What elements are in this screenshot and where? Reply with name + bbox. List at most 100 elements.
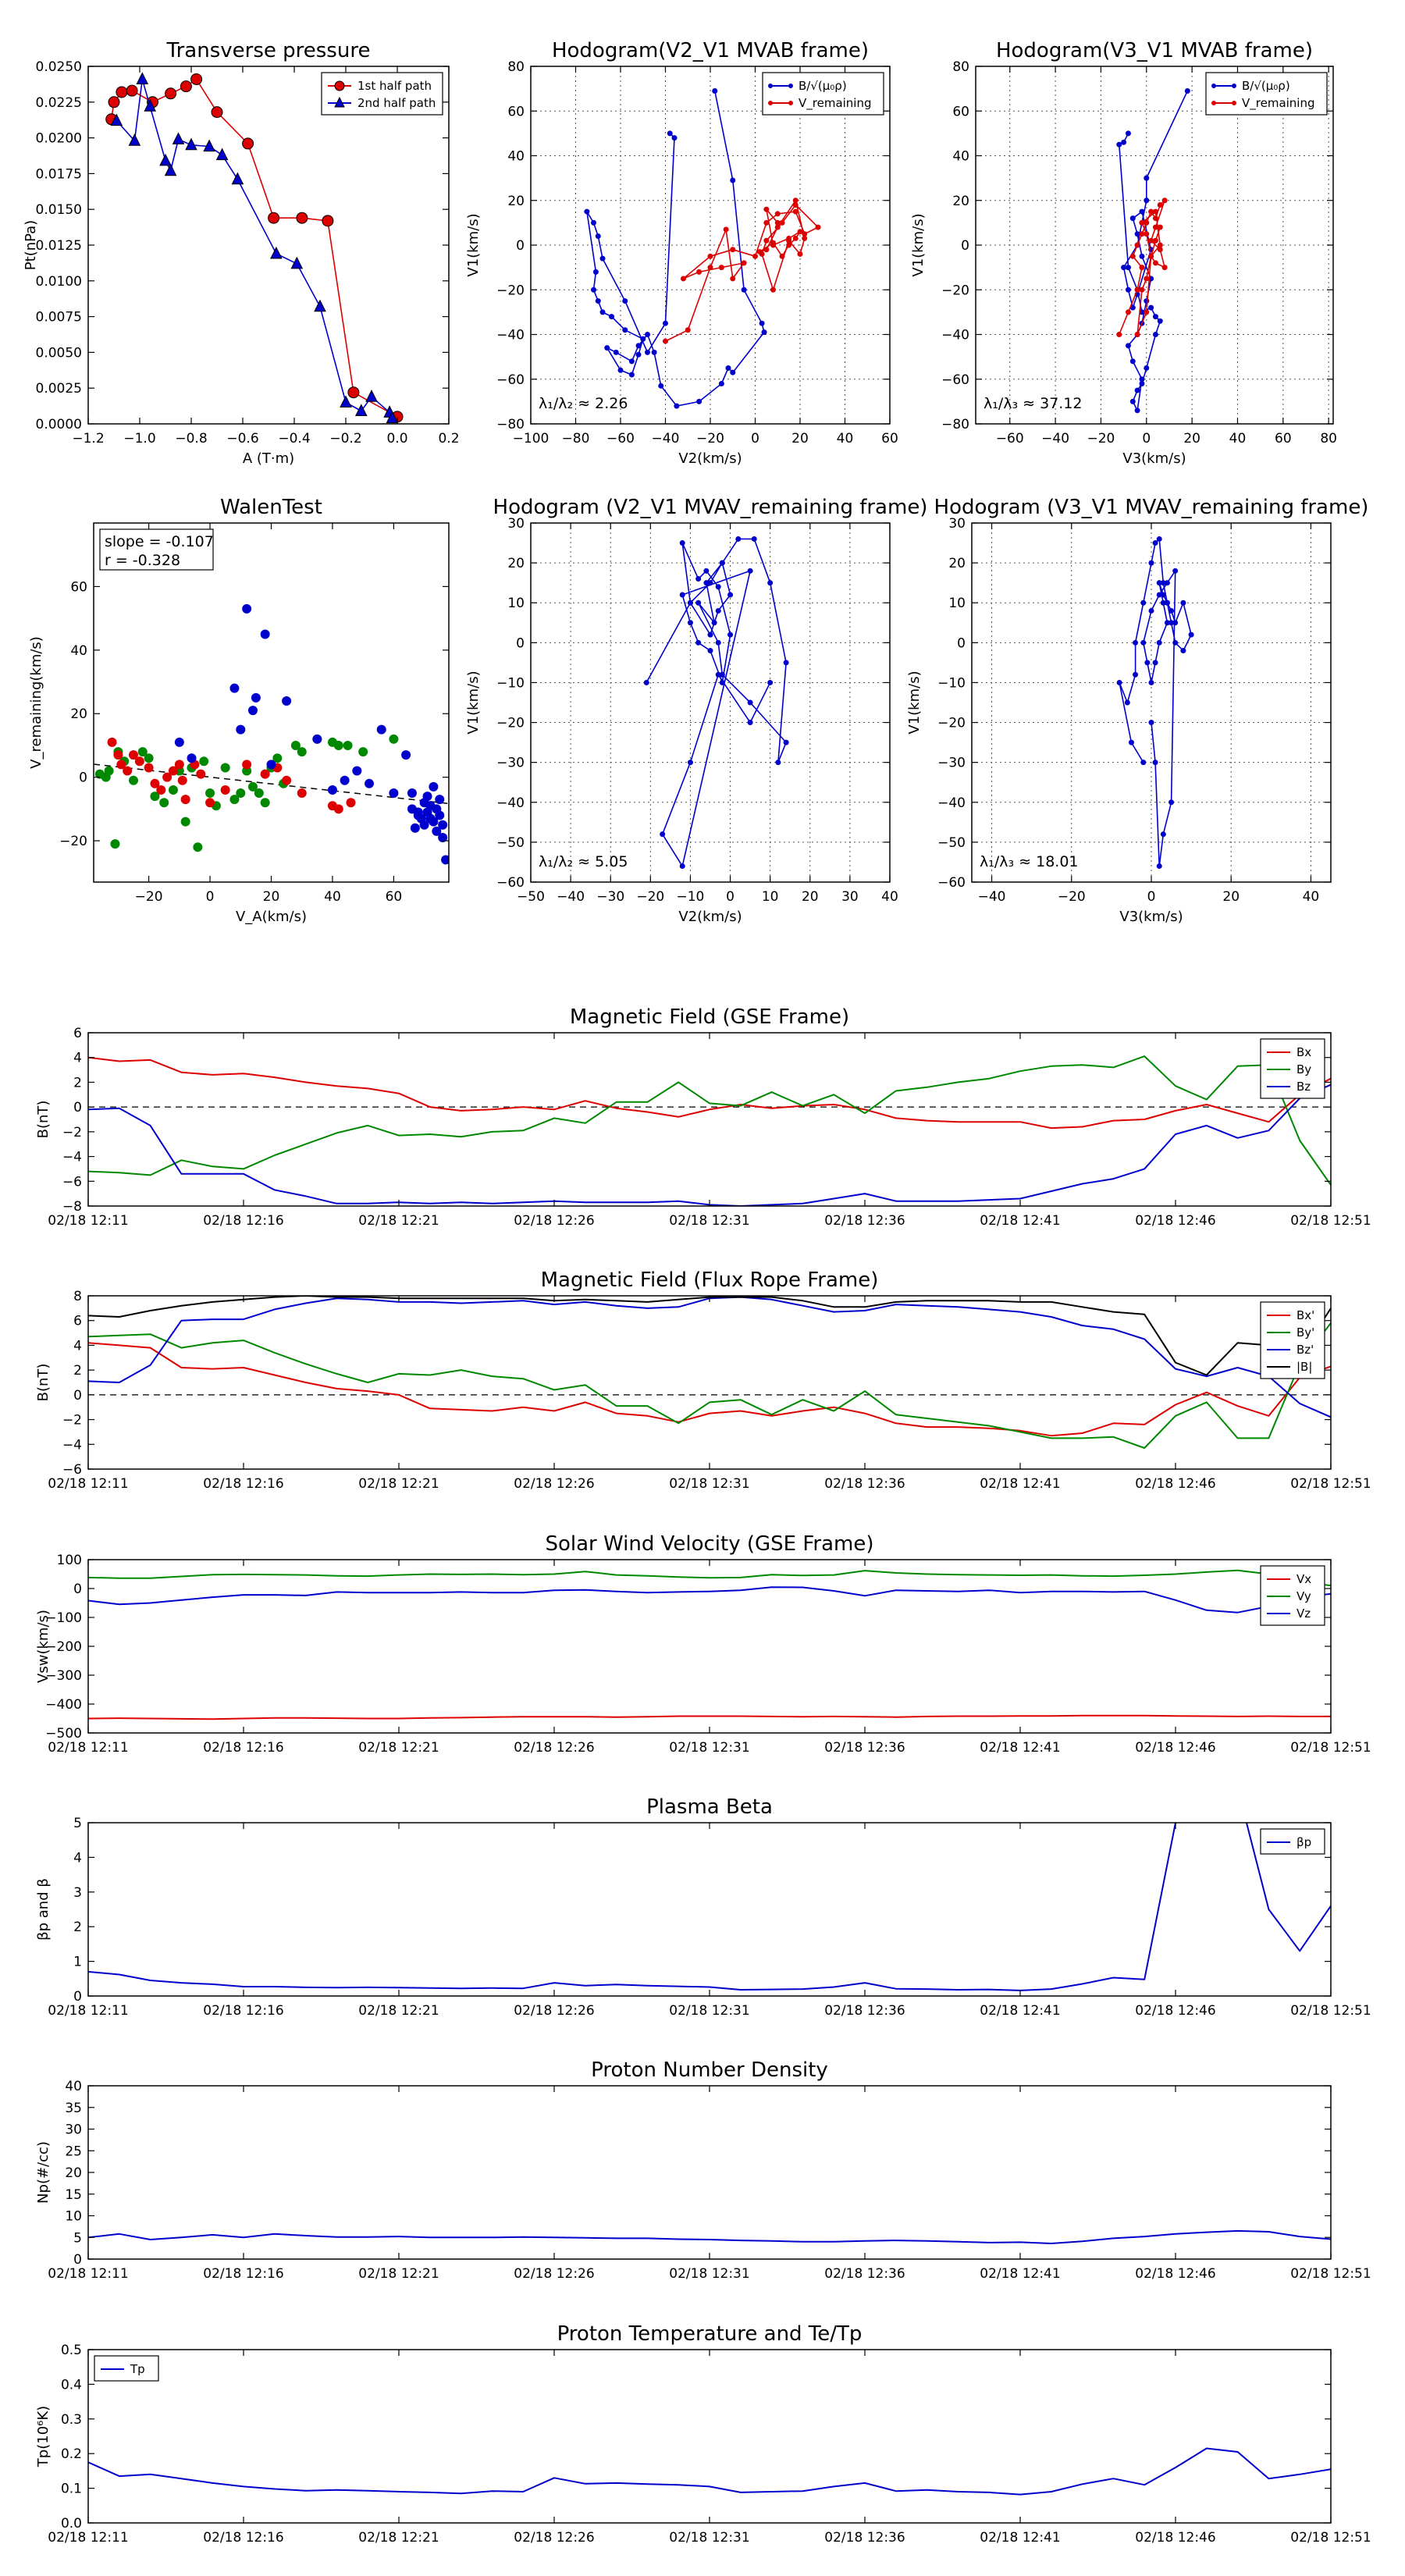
chart-hodoV2: −100 −80 −60 −40 −20 0 20 40 60−80−60−40−2002040… <box>465 39 898 467</box>
data-point <box>1139 208 1145 215</box>
data-point <box>715 584 721 590</box>
data-point <box>1116 141 1122 148</box>
chart-hodoRemV2: −50 −40 −30 −20 −10 0 10 20 30 40−60−50−40−30−20−… <box>465 496 927 925</box>
data-point <box>1160 592 1166 598</box>
data-point <box>651 349 657 355</box>
y-tick-label: −20 <box>496 716 525 731</box>
y-tick-label: 20 <box>952 194 969 209</box>
data-point <box>679 592 685 598</box>
data-point <box>671 135 678 141</box>
eigen-ratio-annotation: λ₁/λ₃ ≈ 37.12 <box>984 395 1083 412</box>
data-point <box>1139 376 1145 382</box>
x-tick-label: 02/18 12:41 <box>980 2530 1060 2546</box>
data-point <box>1172 639 1179 646</box>
data-point <box>635 343 642 349</box>
y-tick-label: 0.2 <box>61 2446 82 2462</box>
data-point <box>584 208 590 215</box>
data-point <box>1133 639 1139 646</box>
x-tick-label: 02/18 12:46 <box>1135 2003 1215 2019</box>
x-tick-label: −40 <box>1041 431 1069 447</box>
chart-walen: −20 0 20 40 60 −20 0 20 40 60 WalenTest V_A(km/s) V_… <box>28 496 450 925</box>
data-point <box>1134 387 1140 393</box>
data-point <box>1164 620 1170 626</box>
data-point <box>645 349 650 355</box>
scatter-point <box>229 795 240 805</box>
x-tick-label: 40 <box>837 431 854 447</box>
y-tick-label: 0.0050 <box>36 345 82 361</box>
x-tick-label: 02/18 12:21 <box>358 1213 439 1229</box>
legend-box <box>321 72 443 116</box>
scatter-point <box>340 775 350 785</box>
y-tick-label: 0.0250 <box>36 59 82 75</box>
x-tick-label: 0 <box>206 889 215 905</box>
chart-title: Magnetic Field (GSE Frame) <box>570 1005 849 1029</box>
x-tick-label: 02/18 12:36 <box>824 2530 905 2546</box>
y-tick-label: 30 <box>948 516 966 532</box>
y-tick-label: 35 <box>65 2101 82 2116</box>
x-tick-label: 0 <box>1142 431 1151 447</box>
data-point <box>172 132 185 144</box>
data-point <box>1161 197 1168 204</box>
data-point <box>663 338 668 344</box>
y-tick-label: 0 <box>961 238 969 254</box>
data-point <box>1148 679 1154 685</box>
x-tick-label: 02/18 12:41 <box>980 1740 1060 1756</box>
data-point <box>703 580 710 586</box>
data-point <box>354 404 368 417</box>
data-point <box>1139 265 1145 271</box>
data-point <box>1152 314 1158 320</box>
data-point <box>730 177 736 183</box>
data-point <box>1152 237 1158 244</box>
x-tick-label: −20 <box>636 889 664 905</box>
data-point <box>770 286 776 293</box>
data-point <box>190 73 203 85</box>
y-tick-label: 4 <box>73 1850 82 1866</box>
data-point <box>1152 760 1158 766</box>
data-point <box>296 212 308 224</box>
x-tick-label: 02/18 12:36 <box>824 2266 905 2282</box>
x-tick-label: −50 <box>517 889 545 905</box>
data-point <box>1124 699 1130 706</box>
x-tick-label: 60 <box>1275 431 1292 447</box>
plot-background <box>88 66 449 424</box>
scatter-point <box>365 778 375 788</box>
scatter-point <box>429 817 439 827</box>
data-point <box>1156 592 1162 598</box>
y-tick-label: 0.0200 <box>36 131 82 147</box>
y-tick-label: 6 <box>73 1314 82 1329</box>
data-point <box>1168 607 1175 614</box>
scatter-point <box>432 826 442 836</box>
x-tick-label: 02/18 12:31 <box>669 2266 749 2282</box>
data-point <box>1125 265 1131 271</box>
chart-title: Plasma Beta <box>646 1795 773 1819</box>
data-point <box>786 235 792 241</box>
x-tick-label: 30 <box>841 889 859 905</box>
y-tick-label: 40 <box>70 643 87 659</box>
data-point <box>695 639 702 646</box>
scatter-point <box>435 810 445 820</box>
y-tick-label: −60 <box>937 875 966 891</box>
data-point <box>1148 237 1154 244</box>
data-point <box>1116 332 1122 337</box>
scatter-point <box>312 734 322 744</box>
data-point <box>136 72 149 84</box>
scatter-point <box>376 724 386 735</box>
data-point <box>365 390 378 402</box>
y-tick-label: 0.0175 <box>36 166 82 182</box>
fit-line <box>94 763 449 805</box>
chart-title: Hodogram (V3_V1 MVAV_remaining frame) <box>934 496 1369 519</box>
legend-label: 1st half path <box>357 79 432 93</box>
scatter-point <box>162 772 173 782</box>
data-point <box>763 206 770 212</box>
data-point <box>347 386 360 399</box>
data-point <box>1144 197 1150 204</box>
legend-label: B/√(μ₀ρ) <box>1242 79 1290 93</box>
scatter-point <box>389 734 399 744</box>
scatter-point <box>422 792 432 802</box>
y-tick-label: 0.0075 <box>36 310 82 326</box>
data-point <box>1144 175 1150 181</box>
y-tick-label: −40 <box>937 795 966 811</box>
y-tick-label: −100 <box>45 1610 82 1626</box>
scatter-point <box>205 788 215 799</box>
data-point <box>775 760 781 766</box>
